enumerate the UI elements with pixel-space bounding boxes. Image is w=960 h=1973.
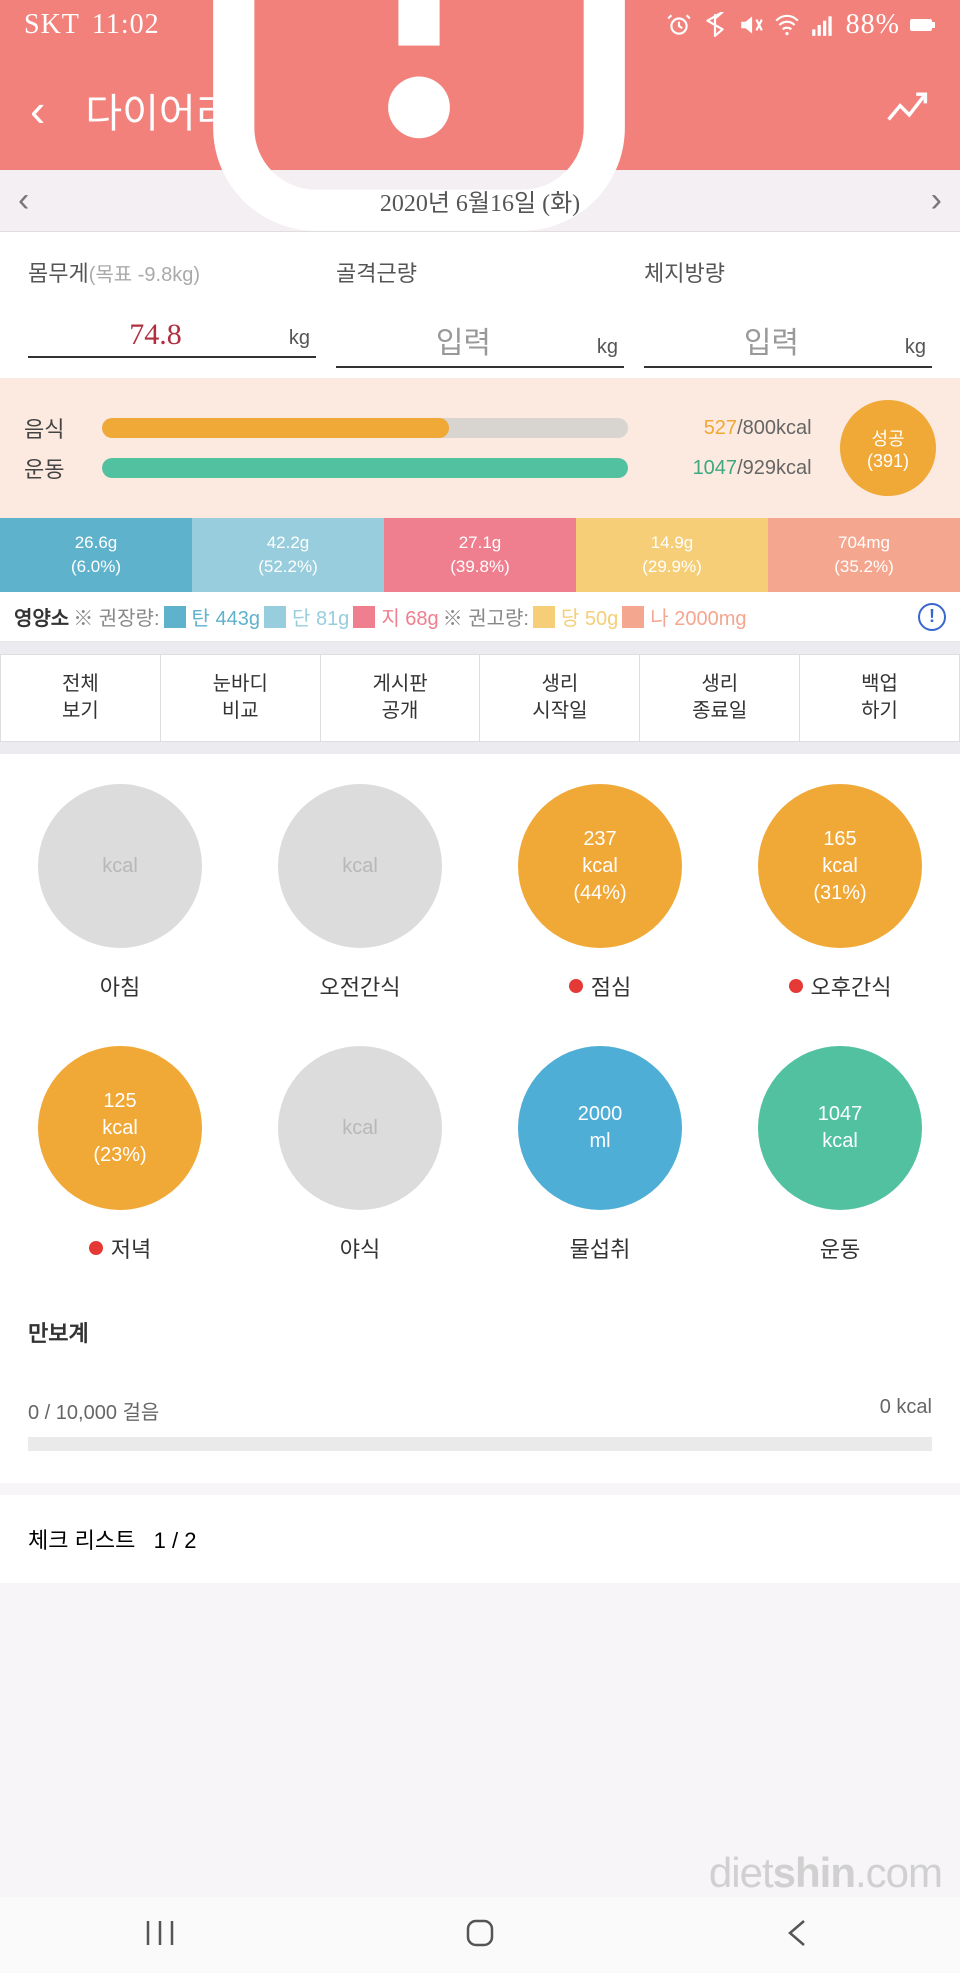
meal-circle: 2000ml <box>518 1046 682 1210</box>
progress-food: 음식 527/800 kcal <box>24 412 826 444</box>
checklist-label: 체크 리스트 <box>28 1528 135 1553</box>
pedometer-steps: 0 / 10,000 걸음 <box>28 1396 159 1425</box>
meal-circle: 237kcal(44%) <box>518 784 682 948</box>
alert-dot-icon <box>89 1241 103 1255</box>
recent-apps-button[interactable] <box>142 1915 178 1956</box>
success-label: 성공 <box>871 425 904 451</box>
food-label: 음식 <box>24 412 84 444</box>
macro-segment: 14.9g(29.9%) <box>576 518 768 592</box>
macro-segment: 27.1g(39.8%) <box>384 518 576 592</box>
nutrient-legend: 영양소 ※ 권장량:탄 443g단 81g지 68g ※ 권고량:당 50g나 … <box>0 592 960 642</box>
pedometer-bar <box>28 1437 932 1451</box>
meal-circle: 165kcal(31%) <box>758 784 922 948</box>
meal-circle: kcal <box>278 1046 442 1210</box>
macro-bar: 26.6g(6.0%)42.2g(52.2%)27.1g(39.8%)14.9g… <box>0 518 960 592</box>
wifi-icon <box>774 12 800 38</box>
muscle-unit: kg <box>591 336 624 359</box>
tab-button[interactable]: 백업하기 <box>799 654 960 742</box>
tab-button[interactable]: 생리시작일 <box>479 654 639 742</box>
exercise-unit: kcal <box>776 457 826 480</box>
meal-label: 운동 <box>820 1232 860 1264</box>
tab-button[interactable]: 게시판공개 <box>320 654 480 742</box>
fat-label: 체지방량 <box>644 256 932 288</box>
meal-circle: kcal <box>278 784 442 948</box>
meal-item[interactable]: 2000ml 물섭취 <box>480 1046 720 1264</box>
macro-segment: 704mg(35.2%) <box>768 518 960 592</box>
fat-value: 입력 <box>644 318 899 362</box>
success-badge: 성공 (391) <box>840 400 936 496</box>
checklist-count: 1 / 2 <box>154 1528 197 1553</box>
success-value: (391) <box>867 451 909 472</box>
page-title: 다이어리 <box>85 81 884 139</box>
meal-item[interactable]: kcal 오전간식 <box>240 784 480 1002</box>
food-unit: kcal <box>776 417 826 440</box>
macro-segment: 26.6g(6.0%) <box>0 518 192 592</box>
battery-icon <box>910 12 936 38</box>
pedometer-kcal: 0 kcal <box>880 1396 932 1425</box>
info-icon[interactable]: ! <box>918 603 946 631</box>
metric-fat[interactable]: 체지방량 입력 kg <box>634 256 942 368</box>
meal-item[interactable]: 125kcal(23%) 저녁 <box>0 1046 240 1264</box>
trend-button[interactable] <box>884 85 930 136</box>
android-back-button[interactable] <box>782 1915 818 1956</box>
battery-text: 88% <box>846 9 900 41</box>
status-bar: SKT 11:02 88% <box>0 0 960 50</box>
food-values: 527/800 <box>646 417 776 440</box>
clock: 11:02 <box>92 9 160 41</box>
weight-value: 74.8 <box>28 318 283 352</box>
macro-segment: 42.2g(52.2%) <box>192 518 384 592</box>
meal-grid: kcal 아침 kcal 오전간식 237kcal(44%) 점심 165kcal(31%)… <box>0 754 960 1284</box>
prev-day-button[interactable]: ‹ <box>18 181 29 220</box>
home-button[interactable] <box>462 1915 498 1956</box>
muscle-value: 입력 <box>336 318 591 362</box>
metric-muscle[interactable]: 골격근량 입력 kg <box>326 256 634 368</box>
meal-label: 오후간식 <box>789 970 892 1002</box>
meal-item[interactable]: kcal 야식 <box>240 1046 480 1264</box>
bluetooth-icon <box>702 12 728 38</box>
exercise-label: 운동 <box>24 452 84 484</box>
meal-circle: kcal <box>38 784 202 948</box>
alarm-icon <box>666 12 692 38</box>
back-button[interactable]: ‹ <box>30 83 45 137</box>
tab-button[interactable]: 눈바디비교 <box>160 654 320 742</box>
metric-weight[interactable]: 몸무게(목표 -9.8kg) 74.8 kg <box>18 256 326 368</box>
checklist-section[interactable]: 체크 리스트 1 / 2 <box>0 1495 960 1583</box>
carrier-label: SKT <box>24 9 80 41</box>
meal-label: 저녁 <box>89 1232 151 1264</box>
alert-dot-icon <box>789 979 803 993</box>
meal-item[interactable]: 165kcal(31%) 오후간식 <box>720 784 960 1002</box>
meal-circle: 1047kcal <box>758 1046 922 1210</box>
meal-label: 야식 <box>340 1232 380 1264</box>
weight-unit: kg <box>283 327 316 350</box>
tab-row: 전체보기눈바디비교게시판공개생리시작일생리종료일백업하기 <box>0 642 960 754</box>
pedometer-title: 만보계 <box>28 1316 932 1348</box>
meal-label: 오전간식 <box>320 970 401 1002</box>
android-nav-bar <box>0 1897 960 1973</box>
watermark: dietshin.com <box>709 1849 942 1897</box>
tab-button[interactable]: 생리종료일 <box>639 654 799 742</box>
meal-circle: 125kcal(23%) <box>38 1046 202 1210</box>
meal-item[interactable]: 237kcal(44%) 점심 <box>480 784 720 1002</box>
meal-label: 물섭취 <box>570 1232 631 1264</box>
exercise-values: 1047/929 <box>646 457 776 480</box>
meal-label: 점심 <box>569 970 631 1002</box>
tab-button[interactable]: 전체보기 <box>0 654 160 742</box>
trend-icon <box>884 85 930 131</box>
progress-section: 음식 527/800 kcal 운동 1047/929 kcal 성공 (391… <box>0 378 960 518</box>
date-label: 2020년 6월16일 (화) <box>380 183 580 218</box>
meal-item[interactable]: kcal 아침 <box>0 784 240 1002</box>
mute-icon <box>738 12 764 38</box>
meal-item[interactable]: 1047kcal 운동 <box>720 1046 960 1264</box>
progress-exercise: 운동 1047/929 kcal <box>24 452 826 484</box>
signal-icon <box>810 12 836 38</box>
fat-unit: kg <box>899 336 932 359</box>
pedometer-section: 만보계 0 / 10,000 걸음 0 kcal <box>0 1284 960 1483</box>
muscle-label: 골격근량 <box>336 256 624 288</box>
weight-label: 몸무게(목표 -9.8kg) <box>28 256 316 288</box>
next-day-button[interactable]: › <box>931 181 942 220</box>
alert-dot-icon <box>569 979 583 993</box>
meal-label: 아침 <box>100 970 140 1002</box>
